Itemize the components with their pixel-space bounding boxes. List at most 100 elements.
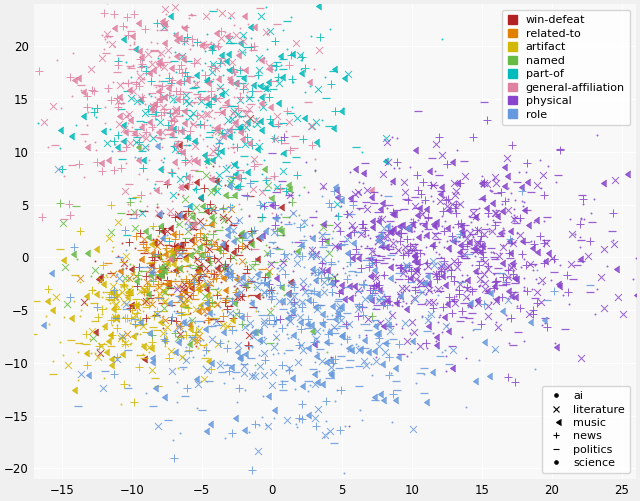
Point	[429, 231, 440, 239]
Point	[521, 221, 531, 229]
Point	[502, 236, 512, 244]
Point	[225, 179, 235, 187]
Point	[106, 147, 116, 155]
Point	[203, 87, 213, 95]
Point	[168, 91, 179, 99]
Point	[200, 47, 210, 55]
Point	[280, 290, 290, 298]
Point	[351, 255, 362, 263]
Point	[156, 288, 166, 296]
Point	[316, 268, 326, 276]
Point	[204, 74, 214, 82]
Point	[135, 257, 145, 265]
Point	[360, 295, 370, 303]
Point	[372, 390, 383, 398]
Point	[432, 274, 442, 282]
Point	[292, 171, 302, 179]
Point	[326, 280, 336, 288]
Point	[397, 252, 408, 260]
Point	[563, 288, 573, 296]
Point	[268, 322, 278, 330]
Point	[121, 306, 131, 314]
Point	[173, 321, 184, 329]
Point	[120, 79, 131, 87]
Point	[131, 272, 141, 280]
Point	[281, 181, 291, 189]
Point	[441, 367, 451, 375]
Point	[148, 402, 158, 410]
Point	[145, 358, 155, 366]
Point	[506, 259, 516, 267]
Point	[114, 266, 124, 274]
Point	[429, 218, 439, 226]
Point	[435, 183, 445, 191]
Point	[506, 189, 516, 197]
Point	[306, 122, 316, 130]
Point	[422, 316, 433, 324]
Point	[381, 321, 391, 329]
Point	[410, 240, 420, 248]
Point	[226, 322, 236, 330]
Point	[330, 277, 340, 285]
Point	[232, 298, 242, 306]
Point	[307, 370, 317, 378]
Point	[420, 272, 430, 280]
Point	[367, 371, 378, 379]
Point	[171, 256, 181, 264]
Point	[387, 222, 397, 230]
Point	[310, 271, 320, 279]
Point	[456, 253, 467, 261]
Point	[175, 302, 186, 310]
Point	[472, 244, 483, 252]
Point	[214, 339, 225, 347]
Point	[365, 297, 376, 305]
Point	[124, 277, 134, 285]
Point	[152, 95, 163, 103]
Point	[381, 134, 391, 142]
Point	[73, 348, 83, 356]
Point	[144, 261, 154, 269]
Point	[182, 288, 192, 296]
Point	[364, 186, 374, 194]
Point	[223, 337, 233, 345]
Point	[181, 141, 191, 149]
Point	[388, 335, 398, 343]
Point	[230, 71, 241, 79]
Point	[164, 108, 174, 116]
Point	[157, 39, 167, 47]
Point	[493, 252, 504, 260]
Point	[127, 282, 137, 290]
Point	[396, 233, 406, 241]
Point	[237, 48, 248, 56]
Point	[244, 319, 255, 327]
Point	[10, 152, 20, 160]
Point	[228, 79, 238, 87]
Point	[151, 311, 161, 319]
Point	[151, 115, 161, 123]
Point	[491, 319, 501, 327]
Point	[420, 339, 431, 347]
Point	[314, 310, 324, 318]
Point	[348, 197, 358, 205]
Point	[401, 272, 412, 280]
Point	[218, 243, 228, 252]
Point	[219, 270, 229, 278]
Point	[196, 273, 207, 281]
Point	[189, 209, 199, 217]
Point	[215, 245, 225, 254]
Point	[482, 372, 492, 380]
Point	[152, 310, 162, 318]
Point	[273, 265, 283, 273]
Point	[257, 170, 267, 178]
Point	[193, 121, 203, 129]
Point	[177, 230, 187, 238]
Point	[359, 281, 369, 289]
Point	[294, 191, 304, 199]
Point	[124, 110, 134, 118]
Point	[191, 268, 201, 276]
Point	[180, 327, 190, 335]
Point	[497, 200, 507, 208]
Point	[197, 325, 207, 333]
Point	[94, 159, 104, 167]
Point	[191, 233, 201, 241]
